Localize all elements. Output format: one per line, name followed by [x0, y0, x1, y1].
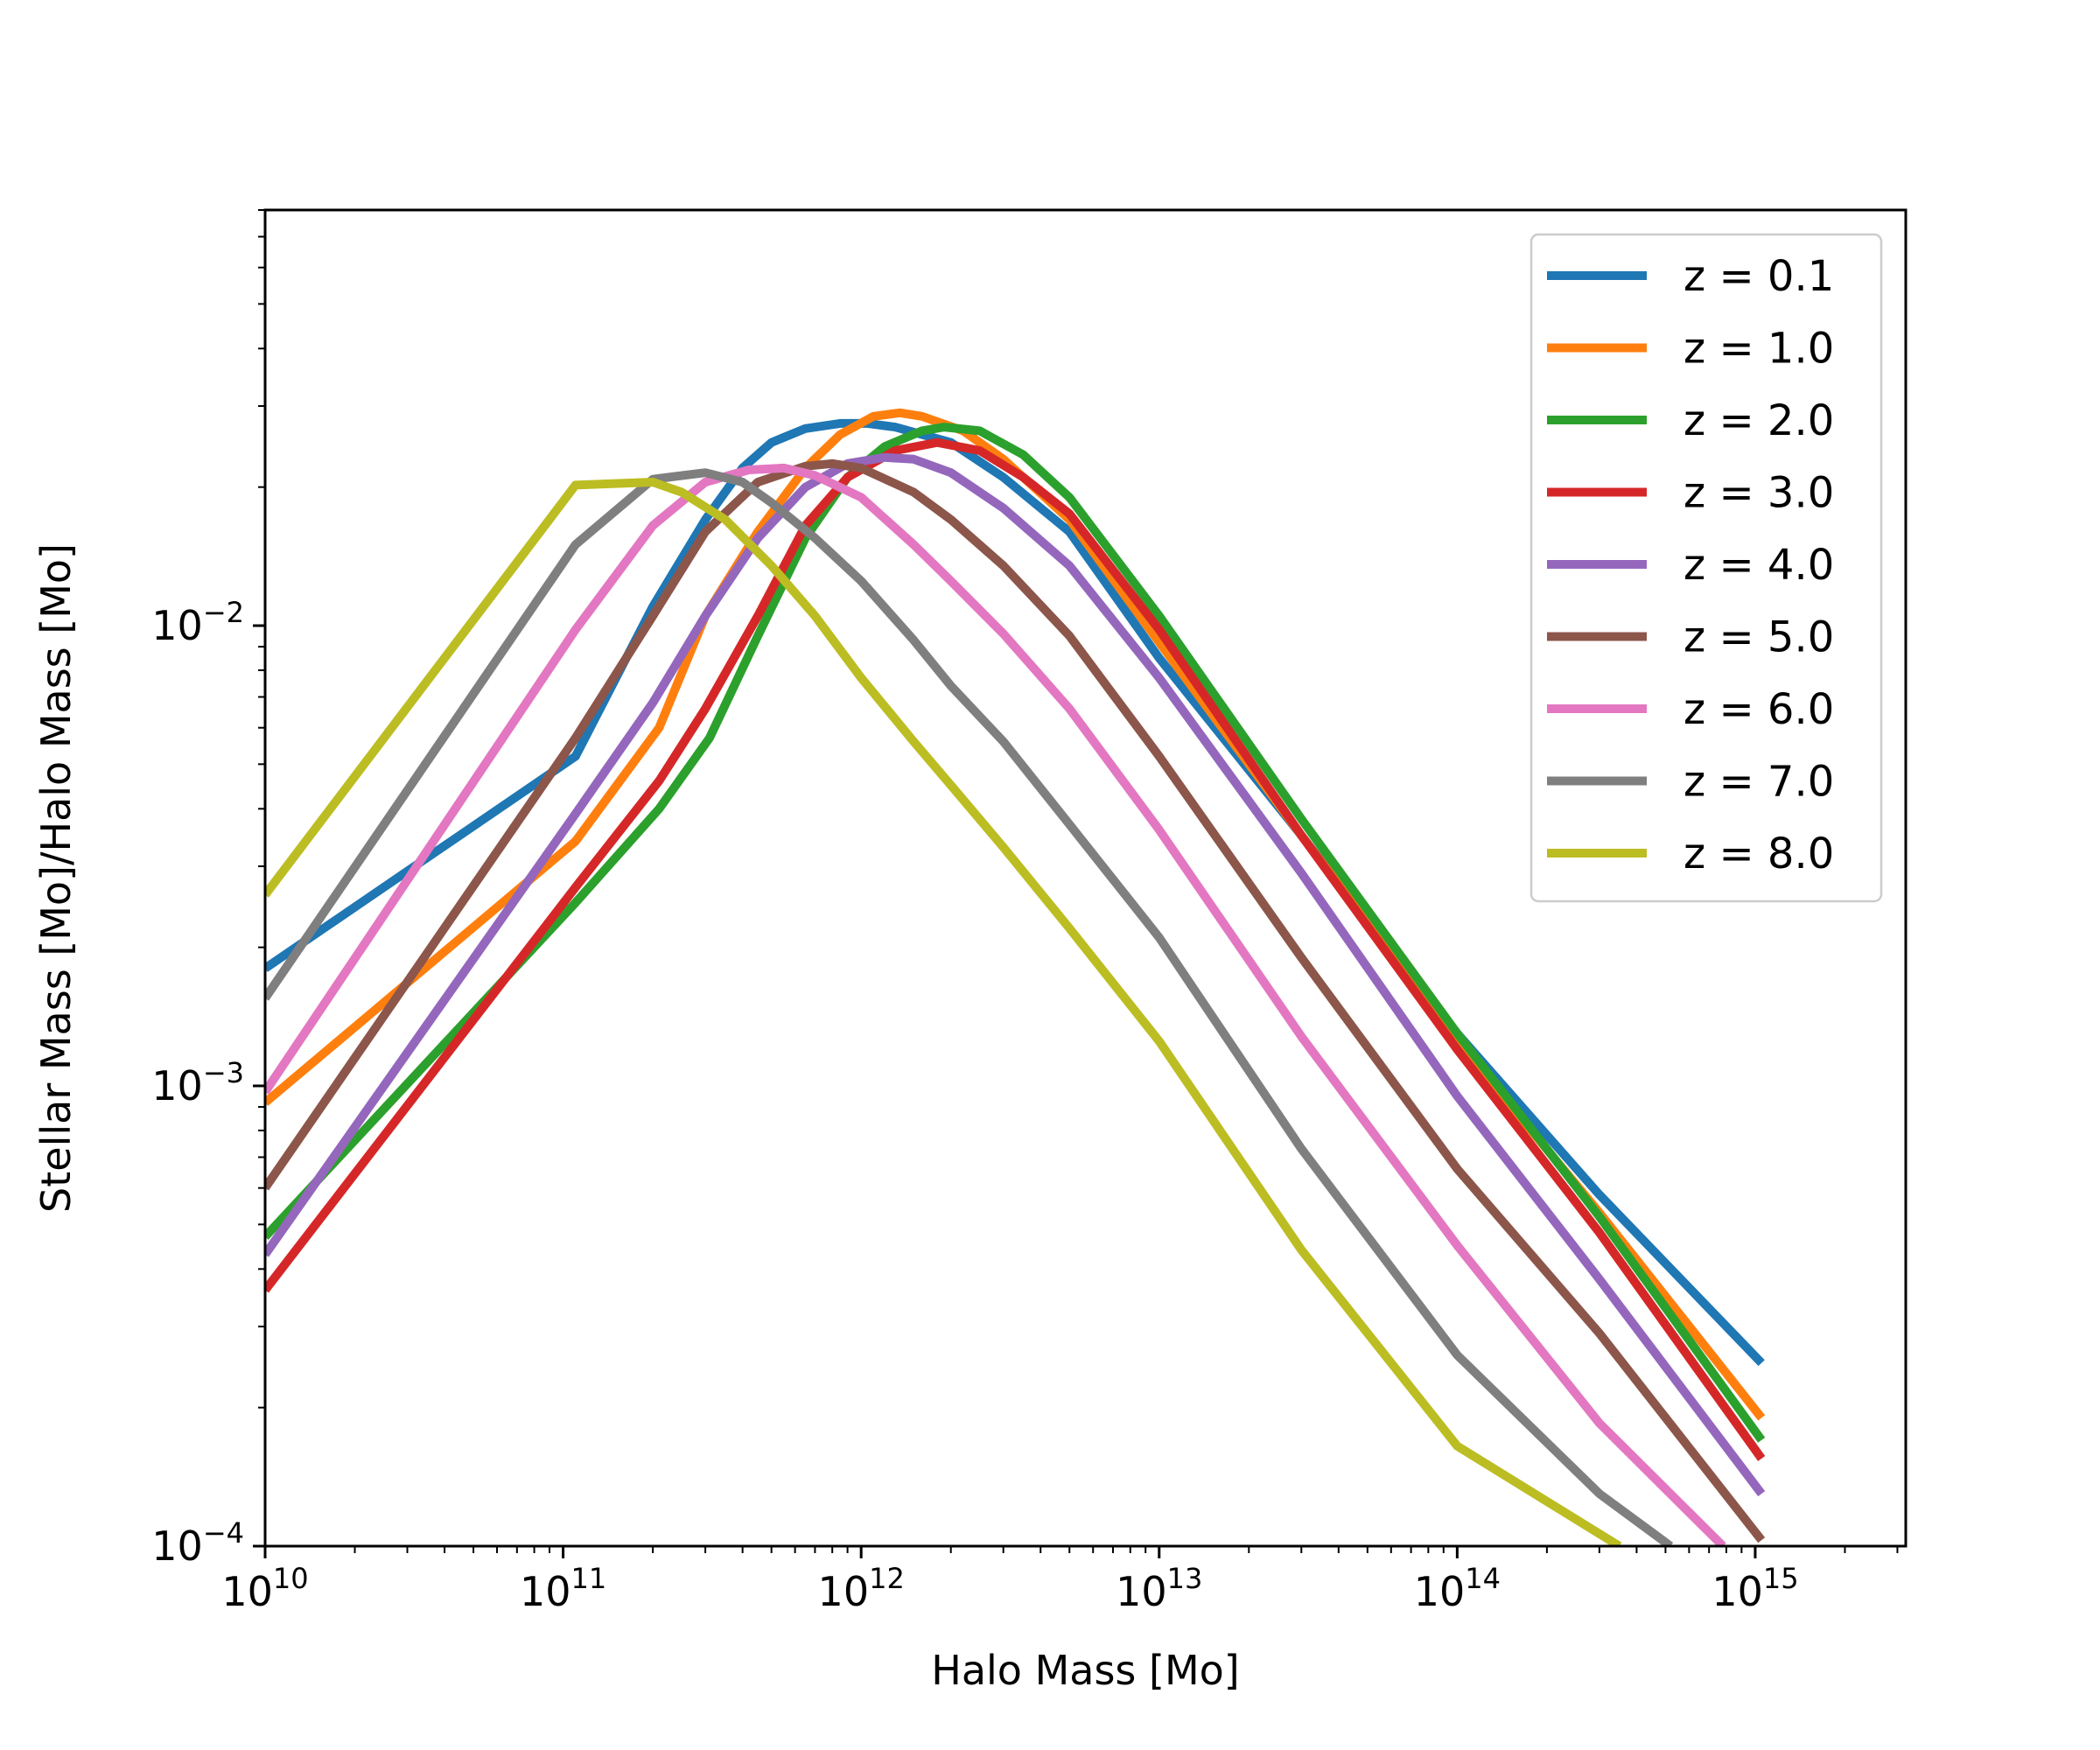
x-tick-label: 1011 — [520, 1562, 606, 1615]
legend-label-3: z = 3.0 — [1684, 469, 1834, 518]
legend-label-8: z = 8.0 — [1684, 830, 1834, 878]
axis-ticks: 1010 1011 1012 1013 1014 1015 10−4 10−3 10−2 — [151, 209, 1899, 1615]
y-tick-label: 10−2 — [151, 596, 244, 649]
y-axis-label: Stellar Mass [Mo]/Halo Mass [Mo] — [32, 543, 80, 1213]
y-tick-label: 10−4 — [151, 1516, 244, 1570]
legend-label-2: z = 2.0 — [1684, 396, 1834, 445]
legend-label-0: z = 0.1 — [1684, 252, 1834, 301]
legend-label-7: z = 7.0 — [1684, 758, 1834, 807]
legend-items: z = 0.1 z = 1.0 z = 2.0 z = 3.0 z = 4.0 z = 5… — [1547, 252, 1834, 878]
series-line-8 — [265, 478, 1622, 1546]
legend-label-6: z = 6.0 — [1684, 685, 1834, 734]
series-line-7 — [265, 468, 1674, 1546]
legend-box — [1530, 233, 1883, 903]
series-line-4 — [265, 452, 1766, 1497]
x-axis-label: Halo Mass [Mo] — [931, 1647, 1239, 1694]
legend: z = 0.1 z = 1.0 z = 2.0 z = 3.0 z = 4.0 z = 5… — [1530, 233, 1883, 903]
x-tick-label: 1014 — [1414, 1562, 1501, 1615]
legend-label-4: z = 4.0 — [1684, 541, 1834, 590]
x-tick-label: 1012 — [818, 1562, 905, 1615]
y-tick-label: 10−3 — [151, 1056, 244, 1110]
series-line-2 — [265, 423, 1766, 1443]
series-line-3 — [265, 438, 1766, 1461]
series-lines — [265, 408, 1766, 1546]
legend-label-5: z = 5.0 — [1684, 613, 1834, 662]
plot-frame — [263, 208, 1908, 1548]
legend-label-1: z = 1.0 — [1684, 325, 1834, 374]
x-tick-label: 1010 — [221, 1562, 308, 1615]
x-tick-label: 1015 — [1712, 1562, 1798, 1615]
series-line-5 — [265, 458, 1766, 1544]
x-tick-label: 1013 — [1116, 1562, 1202, 1615]
